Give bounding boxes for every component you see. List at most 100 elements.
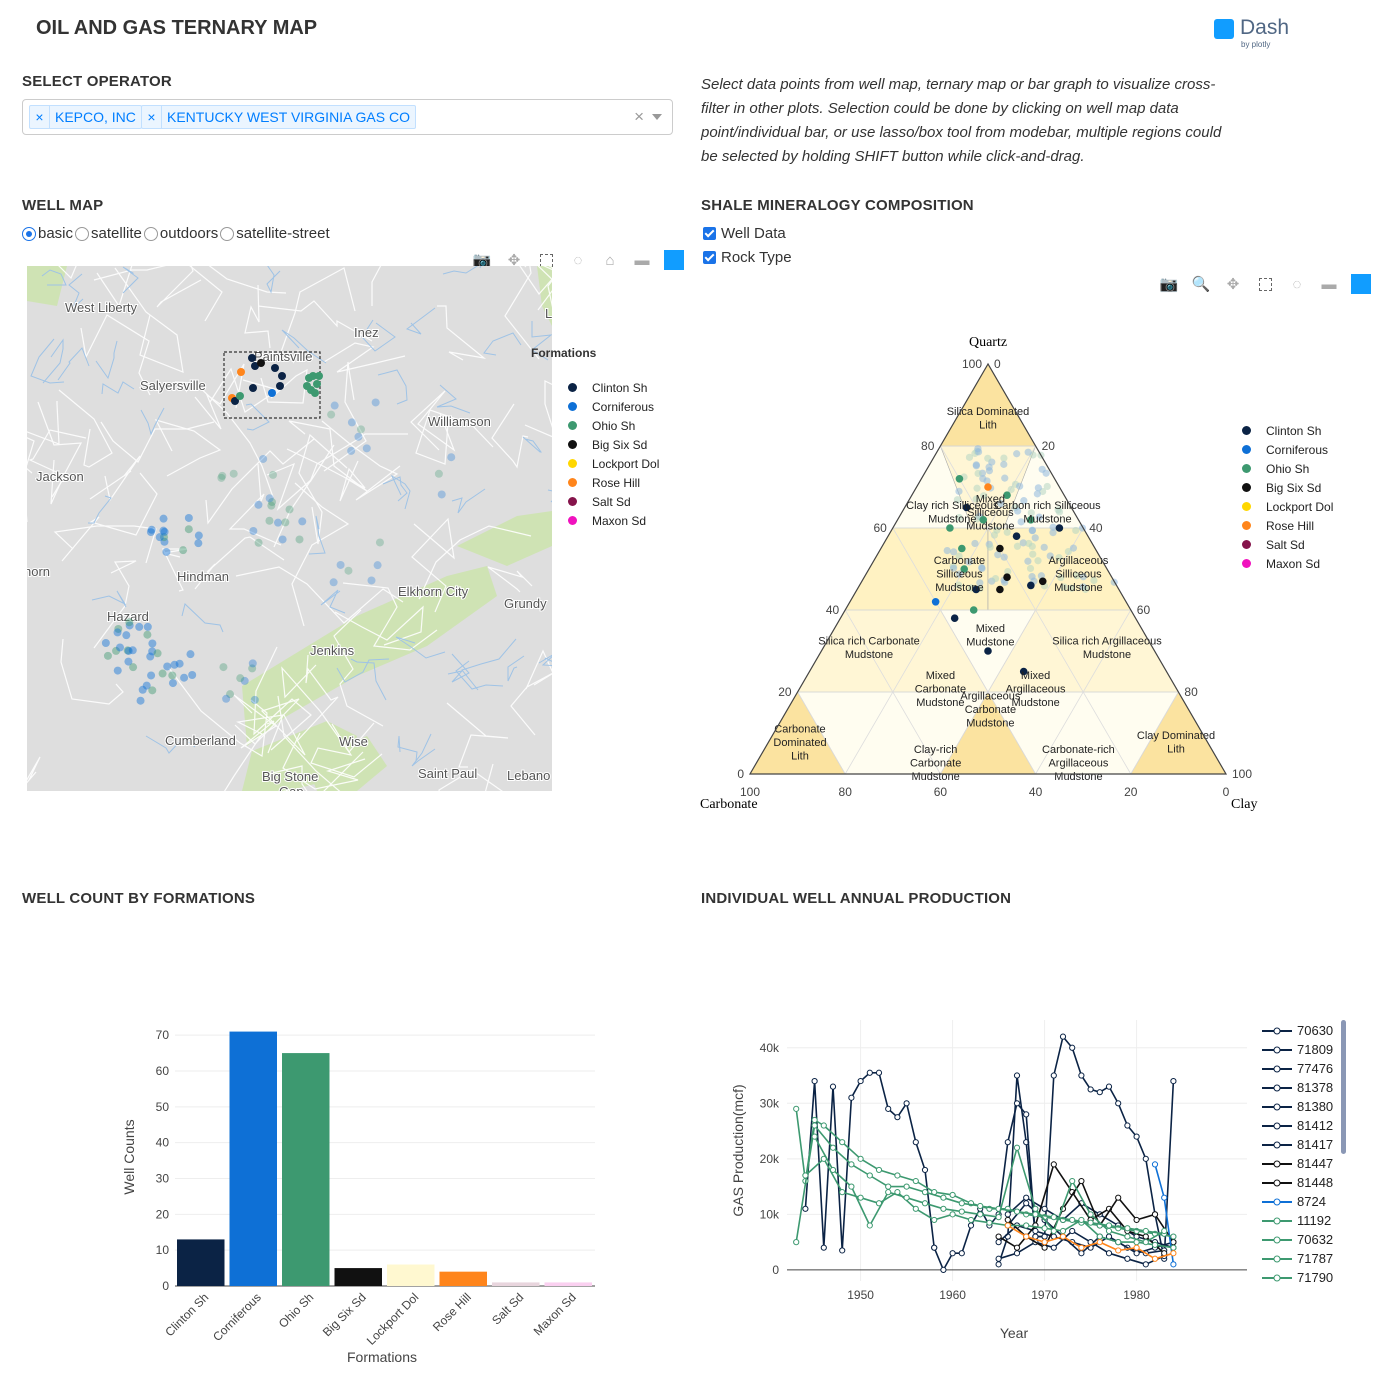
radio-label-satellite: satellite	[91, 225, 142, 242]
legend-scrollbar[interactable]	[1341, 1020, 1346, 1154]
y-tick-label: 0	[772, 1263, 779, 1277]
well-data-checkbox[interactable]: Well Data	[703, 225, 786, 242]
legend-label: Big Six Sd	[1266, 480, 1322, 495]
plotly-logo-icon[interactable]	[664, 250, 684, 270]
well-marker	[142, 681, 151, 690]
pan-icon[interactable]: ✥	[1226, 276, 1240, 293]
camera-icon[interactable]: 📷	[472, 252, 492, 269]
well-marker	[330, 401, 339, 410]
legend-item[interactable]: Clinton Sh	[568, 378, 659, 397]
legend-item[interactable]: 81447	[1262, 1154, 1333, 1173]
operator-dropdown[interactable]: × KEPCO, INC × KENTUCKY WEST VIRGINIA GA…	[22, 99, 673, 135]
legend-item[interactable]: Lockport Dol	[568, 454, 659, 473]
box-select-icon[interactable]	[1255, 274, 1275, 294]
legend-item[interactable]: Corniferous	[568, 397, 659, 416]
ternary-point	[1004, 567, 1012, 576]
legend-item[interactable]: 77476	[1262, 1059, 1333, 1078]
clear-icon[interactable]: ×	[634, 107, 644, 126]
legend-item[interactable]: 11192	[1262, 1211, 1333, 1230]
bar	[544, 1282, 592, 1286]
legend-item[interactable]: Big Six Sd	[568, 435, 659, 454]
chip-remove-icon[interactable]: ×	[30, 106, 50, 128]
tag-icon[interactable]: ▬	[1321, 275, 1337, 293]
legend-item[interactable]: 71809	[1262, 1040, 1333, 1059]
camera-icon[interactable]: 📷	[1159, 276, 1179, 293]
pan-icon[interactable]: ✥	[507, 252, 521, 269]
carbonate-tick: 80	[839, 785, 853, 799]
radio-satellite-street[interactable]	[220, 226, 235, 241]
zoom-icon[interactable]: 🔍	[1191, 276, 1211, 293]
legend-item[interactable]: Salt Sd	[568, 492, 659, 511]
plotly-logo-icon[interactable]	[1351, 274, 1371, 294]
legend-item[interactable]: 81448	[1262, 1173, 1333, 1192]
radio-basic[interactable]	[22, 226, 36, 241]
legend-item[interactable]: 81380	[1262, 1097, 1333, 1116]
well-marker	[158, 669, 167, 678]
well-marker	[179, 546, 188, 555]
rock-type-label: Carbonate Silliceous Mudstone	[934, 555, 985, 594]
legend-item[interactable]: 70630	[1262, 1021, 1333, 1040]
legend-item[interactable]: Lockport Dol	[1242, 497, 1333, 516]
production-point	[995, 1255, 1002, 1262]
production-point	[967, 1222, 975, 1229]
production-point	[1023, 1200, 1030, 1207]
well-marker	[146, 528, 155, 537]
checkbox-checked-icon[interactable]	[703, 251, 716, 264]
well-map-canvas[interactable]: West Liberty Inez Paintsville Salyersville W…	[27, 266, 552, 791]
legend-item[interactable]: Maxon Sd	[568, 511, 659, 530]
production-legend[interactable]: 70630 71809 77476 81378 81380 81412 81417 81447…	[1262, 1021, 1333, 1287]
map-style-radio-group[interactable]: basic satellite outdoors satellite-stree…	[22, 225, 330, 242]
rock-type-label: Carbonate-rich Argillaceous Mudstone	[1042, 744, 1115, 783]
production-point	[1059, 1033, 1067, 1040]
legend-item[interactable]: Ohio Sh	[1242, 459, 1333, 478]
chip-remove-icon[interactable]: ×	[142, 106, 162, 128]
tag-icon[interactable]: ▬	[634, 251, 650, 269]
well-marker	[315, 372, 323, 380]
lasso-icon[interactable]: ◌	[573, 251, 583, 269]
map-road	[267, 765, 308, 791]
well-count-label: WELL COUNT BY FORMATIONS	[22, 890, 256, 907]
map-river	[397, 735, 418, 762]
legend-item[interactable]: Salt Sd	[1242, 535, 1333, 554]
y-tick-label: 10	[156, 1243, 170, 1257]
rock-type-label: Mixed Argillaceous Mudstone	[1006, 670, 1066, 709]
ternary-plot[interactable]: Silica Dominated Lith Clay rich Silliceous…	[690, 330, 1280, 820]
operator-chip[interactable]: × KENTUCKY WEST VIRGINIA GAS CO	[141, 105, 416, 129]
legend-item[interactable]: 71787	[1262, 1249, 1333, 1268]
legend-item[interactable]: 71790	[1262, 1268, 1333, 1287]
checkbox-checked-icon[interactable]	[703, 227, 716, 240]
production-point	[1004, 1216, 1011, 1224]
production-point	[1115, 1194, 1122, 1201]
home-icon[interactable]: ⌂	[605, 251, 615, 269]
ternary-point	[996, 585, 1004, 594]
radio-outdoors[interactable]	[143, 226, 158, 241]
production-point	[1004, 1222, 1011, 1229]
legend-item[interactable]: 8724	[1262, 1192, 1333, 1211]
legend-item[interactable]: Clinton Sh	[1242, 421, 1333, 440]
legend-item[interactable]: Rose Hill	[1242, 516, 1333, 535]
legend-item[interactable]: 81412	[1262, 1116, 1333, 1135]
rock-type-checkbox[interactable]: Rock Type	[703, 249, 792, 266]
legend-item[interactable]: Rose Hill	[568, 473, 659, 492]
ternary-legend[interactable]: Clinton Sh Corniferous Ohio Sh Big Six Sd Lo…	[1242, 421, 1333, 573]
lasso-icon[interactable]: ◌	[1292, 275, 1302, 293]
legend-item[interactable]: 81378	[1262, 1078, 1333, 1097]
legend-item[interactable]: 70632	[1262, 1230, 1333, 1249]
map-road	[61, 472, 158, 562]
legend-item[interactable]: Ohio Sh	[568, 416, 659, 435]
production-point	[949, 1250, 956, 1257]
map-road	[491, 403, 529, 469]
dash-logo[interactable]: Dash by plotly	[1214, 16, 1304, 51]
production-line-chart[interactable]: 1950 1960 1970 1980 0 10k 20k 30k 40k GAS Product…	[725, 1015, 1255, 1350]
radio-satellite[interactable]	[75, 226, 90, 241]
legend-item[interactable]: Big Six Sd	[1242, 478, 1333, 497]
ternary-point	[1003, 573, 1011, 581]
legend-item[interactable]: Corniferous	[1242, 440, 1333, 459]
map-legend[interactable]: Clinton Sh Corniferous Ohio Sh Big Six Sd Lo…	[568, 378, 659, 530]
legend-item[interactable]: Maxon Sd	[1242, 554, 1333, 573]
production-point	[1151, 1161, 1159, 1168]
legend-item[interactable]: 81417	[1262, 1135, 1333, 1154]
chevron-down-icon[interactable]	[652, 114, 662, 120]
operator-chip[interactable]: × KEPCO, INC	[29, 105, 142, 129]
